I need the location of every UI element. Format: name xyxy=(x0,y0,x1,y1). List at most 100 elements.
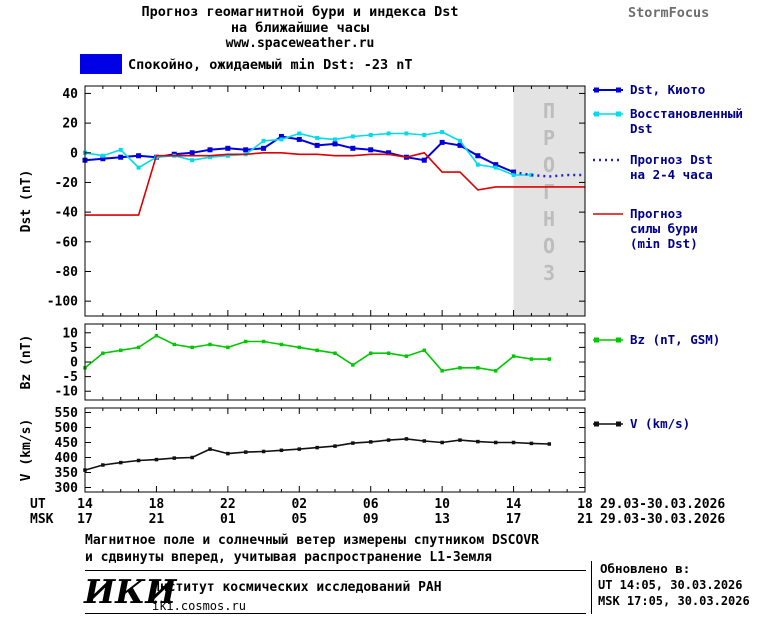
y-tick-label: -5 xyxy=(62,370,78,385)
marker-v xyxy=(101,463,105,467)
marker-dst-kyoto xyxy=(421,157,427,163)
marker-v xyxy=(315,445,319,450)
y-tick-label: 0 xyxy=(70,146,78,161)
y-tick-label: -10 xyxy=(55,385,79,400)
msk-axis-row: MSK 29.03-30.03.2026 17 21 01 05 09 13 17 21 xyxy=(0,512,760,528)
y-tick-label: -60 xyxy=(55,235,79,250)
marker-dst-kyoto xyxy=(207,147,213,153)
marker-dst-kyoto xyxy=(386,150,392,156)
forecast-region xyxy=(513,86,585,316)
marker-dst-kyoto xyxy=(332,141,338,147)
legend-swatch-bz xyxy=(593,337,623,343)
marker-dst-restored xyxy=(100,153,105,158)
legend-swatch-storm-forecast xyxy=(593,213,623,215)
x-tick-label: 13 xyxy=(434,512,450,527)
y-tick-label: 450 xyxy=(55,436,79,451)
legend-marker xyxy=(616,87,621,93)
marker-dst-restored xyxy=(475,162,480,167)
marker-bz xyxy=(226,345,230,350)
y-tick-label: -80 xyxy=(55,265,79,280)
legend-swatch-dst-forecast xyxy=(593,158,623,162)
ut-axis-label: UT xyxy=(30,497,46,512)
y-tick-label: -100 xyxy=(47,295,78,310)
marker-dst-kyoto xyxy=(225,145,231,151)
iki-site-link[interactable]: iki.cosmos.ru xyxy=(152,599,246,613)
y-tick-label: -40 xyxy=(55,206,79,221)
marker-v xyxy=(333,444,337,448)
legend-marker xyxy=(616,421,621,427)
marker-v xyxy=(404,437,409,441)
marker-dst-kyoto xyxy=(278,133,284,139)
x-tick-label: 22 xyxy=(220,497,236,512)
x-tick-label: 09 xyxy=(362,512,379,527)
marker-dst-kyoto xyxy=(136,153,142,159)
msk-axis-label: MSK xyxy=(30,512,54,527)
marker-dst-kyoto xyxy=(189,150,195,156)
legend-swatch-v xyxy=(593,421,623,427)
marker-v xyxy=(190,455,194,460)
divider-vertical xyxy=(591,561,592,614)
marker-bz xyxy=(404,354,409,358)
updated-label: Обновлено в: xyxy=(600,561,691,576)
marker-v xyxy=(547,442,552,446)
legend-label-line: Прогноз Dst xyxy=(630,152,713,167)
page-title: Прогноз геомагнитной бури и индекса Dst xyxy=(141,4,459,20)
y-tick-label: 20 xyxy=(62,117,78,132)
marker-v xyxy=(493,440,498,445)
marker-bz xyxy=(458,366,462,370)
legend-marker xyxy=(616,337,621,343)
x-tick-label: 14 xyxy=(77,497,93,512)
marker-bz xyxy=(333,351,337,355)
marker-bz xyxy=(493,369,498,373)
y-tick-label: 10 xyxy=(62,326,78,341)
marker-dst-kyoto xyxy=(493,162,499,168)
marker-v xyxy=(511,440,516,445)
x-tick-label: 06 xyxy=(362,497,379,512)
brand-label: StormFocus xyxy=(628,5,710,21)
legend-entry-dst-restored: Восстановленный Dst xyxy=(592,106,743,136)
x-tick-label: 14 xyxy=(505,497,522,512)
marker-dst-restored xyxy=(386,131,391,136)
marker-bz xyxy=(529,357,534,361)
x-tick-label: 10 xyxy=(434,497,450,512)
legend-label-line: Восстановленный xyxy=(630,106,743,121)
y-tick-label: -20 xyxy=(55,176,79,191)
panel-frame xyxy=(84,85,586,317)
marker-dst-restored xyxy=(333,137,337,142)
marker-dst-restored xyxy=(136,165,141,170)
spaceweather-site-link[interactable]: www.spaceweather.ru xyxy=(225,36,375,51)
marker-bz xyxy=(118,348,123,353)
marker-v xyxy=(279,448,284,453)
marker-dst-kyoto xyxy=(511,169,517,175)
legend-label-dst-forecast: Прогноз Dst на 2-4 часа xyxy=(630,152,713,182)
legend-swatch-dst-restored xyxy=(593,111,623,117)
marker-bz xyxy=(386,351,391,355)
footnote-line2: и сдвинуты вперед, учитывая распростране… xyxy=(85,550,492,565)
marker-dst-kyoto xyxy=(100,156,106,162)
marker-bz xyxy=(208,342,212,347)
legend-label-line: на 2-4 часа xyxy=(630,167,713,182)
marker-v xyxy=(351,441,355,445)
title-block: Прогноз геомагнитной бури и индекса Dst … xyxy=(30,4,570,52)
msk-daterange: 29.03-30.03.2026 xyxy=(600,512,726,527)
y-tick-label: 300 xyxy=(55,481,79,496)
updated-msk-time: MSK 17:05, 30.03.2026 xyxy=(598,594,750,608)
marker-v xyxy=(172,456,177,460)
marker-bz xyxy=(279,342,284,347)
status-text: Спокойно, ожидаемый min Dst: -23 nT xyxy=(128,57,413,73)
marker-v xyxy=(136,458,141,463)
panel-frame xyxy=(84,323,586,401)
marker-bz xyxy=(315,348,319,353)
y-tick-label: 500 xyxy=(55,421,79,436)
marker-dst-restored xyxy=(297,131,302,136)
y-tick-label: 550 xyxy=(55,406,79,421)
x-tick-label: 05 xyxy=(291,512,308,527)
legend-entry-dst-kyoto: Dst, Киото xyxy=(592,82,705,97)
legend-label-line: V (km/s) xyxy=(630,416,691,431)
legend-marker xyxy=(616,111,621,117)
x-tick-label: 17 xyxy=(77,512,93,527)
marker-dst-restored xyxy=(118,147,123,152)
legend-label-bz: Bz (nT, GSM) xyxy=(630,332,720,347)
